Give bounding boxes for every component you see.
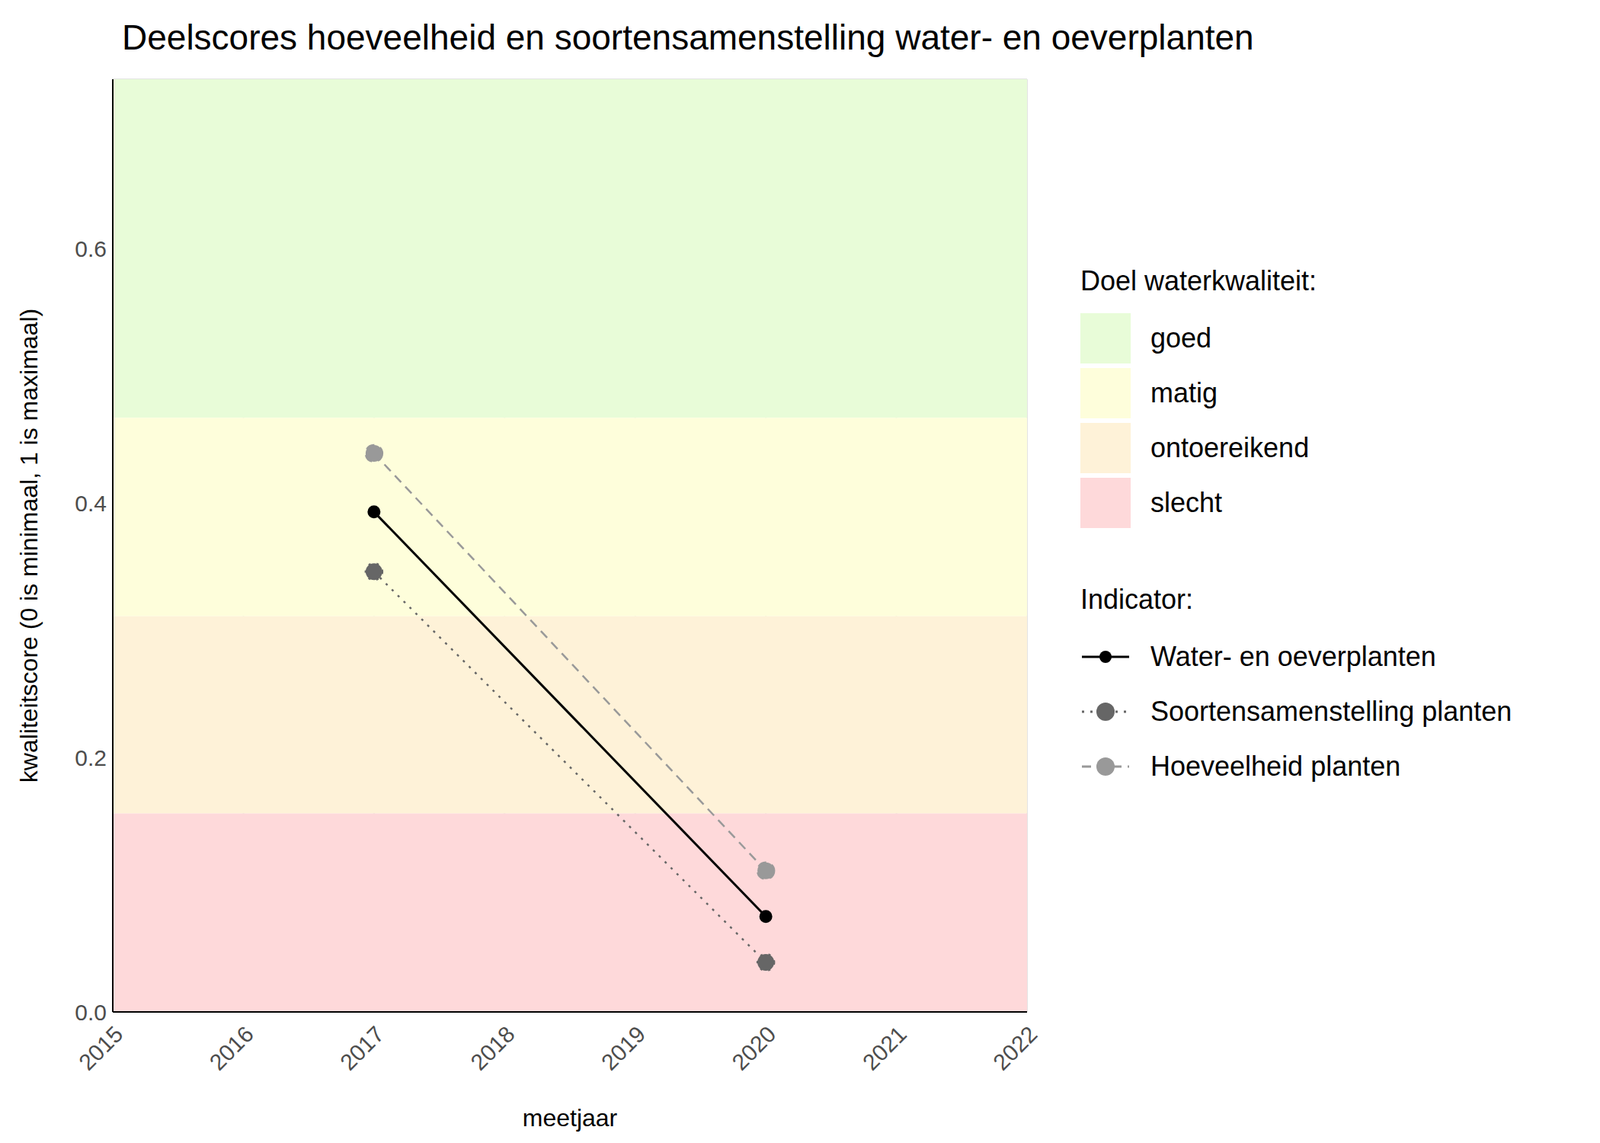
svg-text:2017: 2017 [335, 1020, 390, 1076]
svg-text:2021: 2021 [857, 1020, 912, 1076]
html-text:Deelscores hoeveelheid en soor: Deelscores hoeveelheid en soortensamenst… [121, 17, 1254, 58]
html-text:matig: matig [1150, 377, 1218, 409]
html-text:goed: goed [1150, 322, 1212, 354]
html-text:Soortensamenstelling planten: Soortensamenstelling planten [1150, 695, 1512, 727]
svg-text:0.6: 0.6 [74, 236, 107, 262]
svg-text:0.0: 0.0 [74, 999, 107, 1025]
svg-text:meetjaar: meetjaar [522, 1104, 618, 1132]
svg-text:2016: 2016 [204, 1020, 259, 1076]
html-text:Hoeveelheid planten: Hoeveelheid planten [1150, 750, 1401, 782]
svg-text:0.2: 0.2 [74, 745, 107, 771]
svg-text:2015: 2015 [73, 1020, 128, 1076]
html-text:ontoereikend: ontoereikend [1150, 432, 1310, 464]
html-text:slecht: slecht [1150, 486, 1223, 519]
svg-text:2018: 2018 [465, 1020, 520, 1076]
svg-text:2020: 2020 [726, 1020, 781, 1076]
html-text:Doel waterkwaliteit:: Doel waterkwaliteit: [1080, 265, 1317, 297]
svg-text:2022: 2022 [988, 1020, 1043, 1076]
svg-text:0.4: 0.4 [74, 490, 107, 516]
html-text:Water- en oeverplanten: Water- en oeverplanten [1150, 640, 1437, 672]
svg-text:kwaliteitscore (0 is minimaal,: kwaliteitscore (0 is minimaal, 1 is maxi… [15, 308, 43, 783]
svg-text:2019: 2019 [596, 1020, 651, 1076]
html-text:Indicator:: Indicator: [1080, 583, 1194, 615]
